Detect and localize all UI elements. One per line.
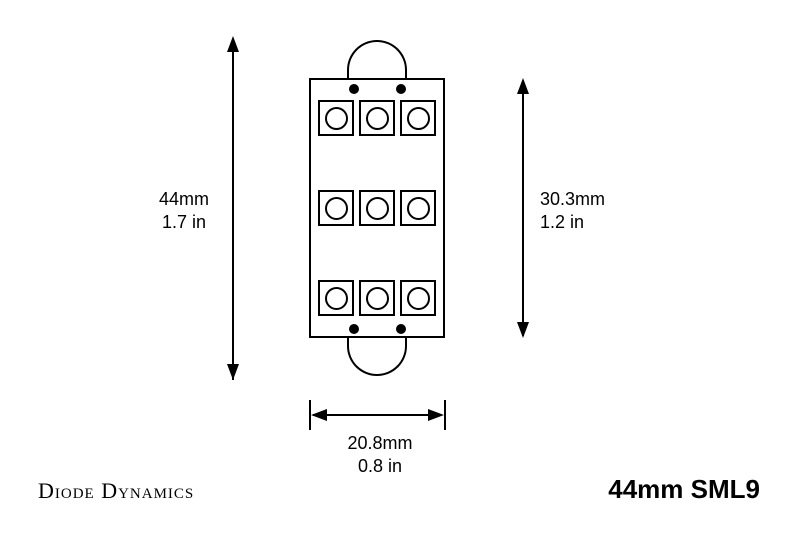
led [400, 190, 436, 226]
technical-drawing: 44mm 1.7 in 30.3mm 1.2 in 20.8mm 0.8 in … [0, 0, 800, 533]
led [400, 100, 436, 136]
led [318, 190, 354, 226]
led [359, 190, 395, 226]
contact-dot [349, 84, 359, 94]
brand-logo-text: Diode Dynamics [38, 478, 194, 504]
dim-mm: 30.3mm [540, 188, 630, 211]
led-lens [407, 107, 430, 130]
arrowhead-down-icon [227, 364, 239, 380]
led-row-3 [318, 280, 436, 316]
led [400, 280, 436, 316]
arrowhead-up-icon [227, 36, 239, 52]
dim-mm: 20.8mm [330, 432, 430, 455]
led [318, 100, 354, 136]
dim-mm: 44mm [148, 188, 220, 211]
led-lens [407, 287, 430, 310]
dim-line-left [232, 40, 234, 380]
led-lens [366, 287, 389, 310]
arrowhead-up-icon [517, 78, 529, 94]
led-lens [325, 197, 348, 220]
product-name: 44mm SML9 [608, 474, 760, 505]
dim-ext-right [444, 400, 446, 430]
dim-label-board-width: 20.8mm 0.8 in [330, 432, 430, 477]
dim-line-bottom [313, 414, 441, 416]
led-lens [325, 287, 348, 310]
arrowhead-down-icon [517, 322, 529, 338]
led-row-1 [318, 100, 436, 136]
led [359, 100, 395, 136]
dim-in: 0.8 in [330, 455, 430, 478]
contact-dot [396, 84, 406, 94]
led-lens [325, 107, 348, 130]
led [359, 280, 395, 316]
dim-label-board-height: 30.3mm 1.2 in [540, 188, 630, 233]
led-lens [366, 197, 389, 220]
dim-label-overall-height: 44mm 1.7 in [148, 188, 220, 233]
arrowhead-right-icon [428, 409, 444, 421]
wire-loop-bottom [347, 338, 407, 376]
led [318, 280, 354, 316]
led-lens [407, 197, 430, 220]
arrowhead-left-icon [311, 409, 327, 421]
led-lens [366, 107, 389, 130]
wire-loop-top [347, 40, 407, 78]
contact-dot [349, 324, 359, 334]
contact-dot [396, 324, 406, 334]
led-row-2 [318, 190, 436, 226]
dim-in: 1.2 in [540, 211, 630, 234]
dim-line-right [522, 82, 524, 336]
dim-in: 1.7 in [148, 211, 220, 234]
